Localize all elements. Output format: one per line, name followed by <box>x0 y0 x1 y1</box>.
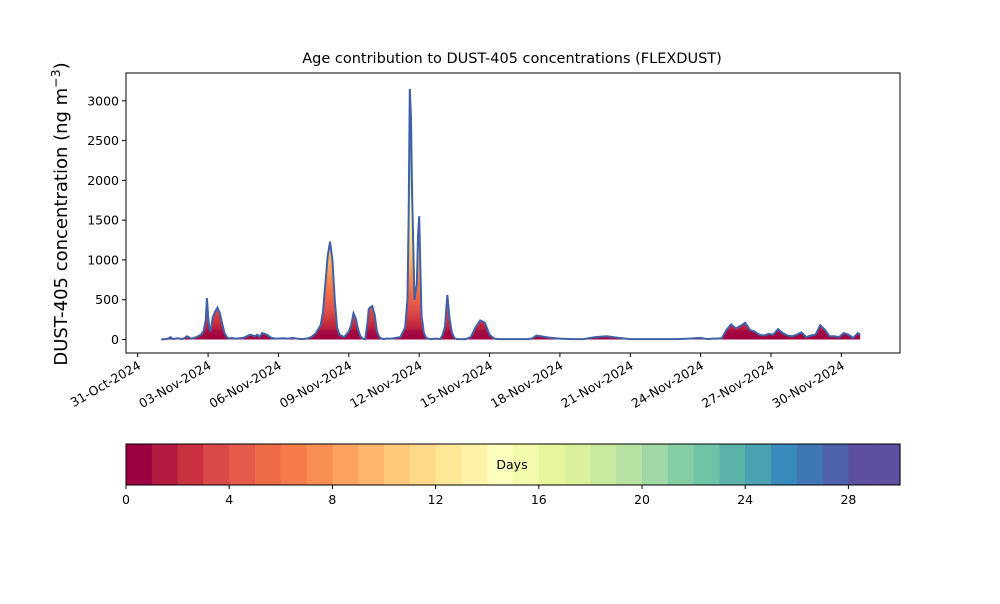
colorbar-cell <box>151 444 179 485</box>
x-tick-label: 24-Nov-2024 <box>629 358 707 411</box>
colorbar-cell <box>384 444 411 485</box>
y-tick-label: 1000 <box>87 252 119 267</box>
colorbar-ticks: 0 4 8 12 16 20 24 28 <box>122 485 856 507</box>
plot-frame <box>125 72 901 354</box>
y-tick-label: 2000 <box>87 173 119 188</box>
y-tick-label: 3000 <box>87 93 119 108</box>
x-tick-label: 21-Nov-2024 <box>558 358 636 411</box>
colorbar-tick-label: 12 <box>428 492 444 507</box>
colorbar-cell <box>306 444 333 485</box>
x-axis-ticks: 31-Oct-202403-Nov-202406-Nov-202409-Nov-… <box>68 353 847 411</box>
chart-title: Age contribution to DUST-405 concentrati… <box>302 51 722 67</box>
plot-area <box>125 72 901 354</box>
y-tick-label: 1500 <box>87 213 119 228</box>
y-tick-label: 2500 <box>87 133 119 148</box>
colorbar-cell <box>435 444 462 485</box>
x-tick-label: 31-Oct-2024 <box>68 358 144 410</box>
colorbar-cell <box>745 444 772 485</box>
x-tick-label: 18-Nov-2024 <box>488 358 566 411</box>
colorbar-cell <box>461 444 488 485</box>
colorbar-tick-label: 28 <box>840 492 856 507</box>
colorbar-cell <box>874 444 901 485</box>
y-tick-label: 0 <box>111 332 119 347</box>
colorbar-tick-label: 20 <box>634 492 650 507</box>
colorbar-cell <box>796 444 824 485</box>
colorbar-cell <box>203 444 230 485</box>
x-tick-label: 15-Nov-2024 <box>418 358 496 411</box>
x-tick-label: 03-Nov-2024 <box>136 358 214 411</box>
colorbar-cell <box>642 444 669 485</box>
colorbar-tick-label: 24 <box>737 492 753 507</box>
colorbar: 0 4 8 12 16 20 24 28 Days <box>122 443 901 507</box>
y-axis-label-superscript: −3 <box>48 69 63 87</box>
colorbar-tick-label: 16 <box>531 492 547 507</box>
x-tick-label: 27-Nov-2024 <box>699 358 777 411</box>
y-axis-ticks: 0 500 1000 1500 2000 2500 3000 <box>87 93 126 347</box>
colorbar-cell <box>487 444 514 485</box>
colorbar-cell <box>332 444 359 485</box>
x-tick-label: 30-Nov-2024 <box>769 358 847 411</box>
colorbar-tick-label: 4 <box>225 492 233 507</box>
colorbar-cell <box>513 444 540 485</box>
x-tick-label: 09-Nov-2024 <box>277 358 355 411</box>
colorbar-cell <box>280 444 308 485</box>
colorbar-tick-label: 8 <box>328 492 336 507</box>
total-concentration-line <box>161 88 861 341</box>
y-axis-label: DUST-405 concentration (ng m−3) <box>48 62 72 365</box>
colorbar-cell <box>255 444 282 485</box>
x-tick-label: 12-Nov-2024 <box>347 358 425 411</box>
colorbar-cell <box>564 444 591 485</box>
colorbar-cell <box>822 444 849 485</box>
colorbar-cell <box>848 444 875 485</box>
colorbar-cell <box>590 444 617 485</box>
colorbar-cell <box>667 444 695 485</box>
x-tick-label: 06-Nov-2024 <box>206 358 284 411</box>
colorbar-cell <box>177 444 204 485</box>
colorbar-cell <box>229 444 256 485</box>
colorbar-cell <box>358 444 385 485</box>
colorbar-frame <box>125 443 901 486</box>
colorbar-label: Days <box>496 457 527 472</box>
colorbar-cell <box>616 444 643 485</box>
y-tick-label: 500 <box>95 292 119 307</box>
colorbar-cell <box>409 444 437 485</box>
y-axis-label-text: DUST-405 concentration (ng m <box>51 88 72 366</box>
colorbar-cell <box>719 444 746 485</box>
colorbar-cells <box>126 444 901 485</box>
colorbar-cell <box>771 444 798 485</box>
colorbar-tick-label: 0 <box>122 492 130 507</box>
y-axis-label-close: ) <box>51 62 72 69</box>
colorbar-cell <box>538 444 566 485</box>
colorbar-cell <box>126 444 153 485</box>
colorbar-cell <box>693 444 720 485</box>
plot-background <box>126 73 900 353</box>
